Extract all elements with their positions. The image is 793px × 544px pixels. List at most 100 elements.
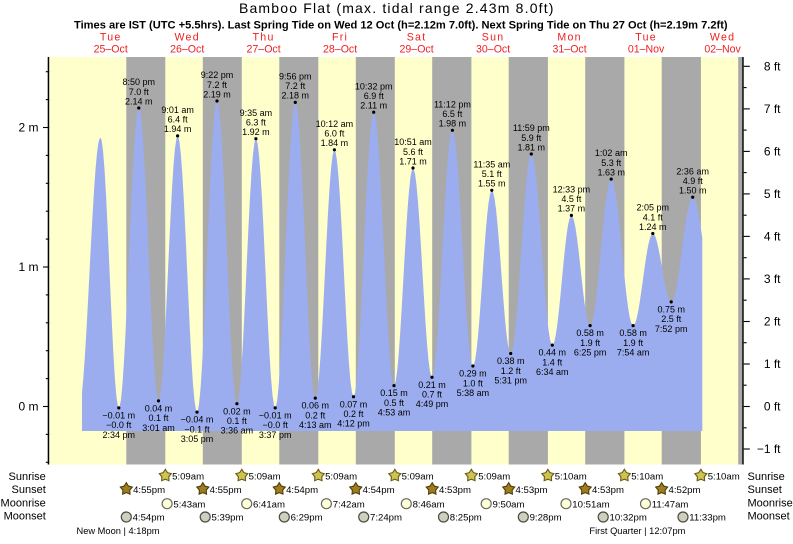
svg-text:1.9 ft: 1.9 ft <box>580 338 601 348</box>
svg-text:5:10am: 5:10am <box>708 471 740 482</box>
svg-text:5:09am: 5:09am <box>249 471 281 482</box>
svg-text:27–Oct: 27–Oct <box>247 44 281 56</box>
svg-text:31–Oct: 31–Oct <box>553 44 587 56</box>
svg-text:0.58 m: 0.58 m <box>576 328 604 338</box>
svg-text:4.1 ft: 4.1 ft <box>643 212 664 222</box>
svg-text:0.21 m: 0.21 m <box>418 380 446 390</box>
svg-text:2.14 m: 2.14 m <box>125 96 153 106</box>
svg-text:5:43am: 5:43am <box>173 499 205 510</box>
svg-text:−0.04 m: −0.04 m <box>181 415 214 425</box>
svg-text:8:46am: 8:46am <box>413 499 445 510</box>
svg-text:1.92 m: 1.92 m <box>242 127 270 137</box>
svg-text:1 m: 1 m <box>18 260 38 274</box>
svg-text:7.0 ft: 7.0 ft <box>129 87 150 97</box>
svg-text:5.1 ft: 5.1 ft <box>482 169 503 179</box>
svg-text:6:34 am: 6:34 am <box>536 367 569 377</box>
svg-text:2:05 pm: 2:05 pm <box>637 203 670 213</box>
svg-text:6:41am: 6:41am <box>253 499 285 510</box>
svg-text:4:55pm: 4:55pm <box>133 485 165 496</box>
svg-text:0.7 ft: 0.7 ft <box>422 390 443 400</box>
svg-text:2:34 pm: 2:34 pm <box>103 430 136 440</box>
svg-text:Mon: Mon <box>557 32 582 44</box>
svg-text:3:37 pm: 3:37 pm <box>259 430 292 440</box>
svg-text:2.5 ft: 2.5 ft <box>661 314 682 324</box>
svg-text:5:09am: 5:09am <box>402 471 434 482</box>
svg-text:−0.1 ft: −0.1 ft <box>184 424 210 434</box>
svg-text:1.94 m: 1.94 m <box>164 124 192 134</box>
svg-text:Fri: Fri <box>332 32 348 44</box>
svg-text:Bamboo Flat (max. tidal range: Bamboo Flat (max. tidal range 2.43m 8.0f… <box>239 0 555 16</box>
svg-text:−0.01 m: −0.01 m <box>102 411 135 421</box>
svg-text:0.07 m: 0.07 m <box>340 399 368 409</box>
svg-text:0.44 m: 0.44 m <box>539 348 567 358</box>
svg-text:9:28pm: 9:28pm <box>530 513 562 524</box>
svg-text:10:51am: 10:51am <box>572 499 609 510</box>
svg-text:11:59 pm: 11:59 pm <box>513 123 550 133</box>
svg-text:0.04 m: 0.04 m <box>145 404 173 414</box>
svg-text:2.19 m: 2.19 m <box>203 89 231 99</box>
svg-text:First Quarter | 12:07pm: First Quarter | 12:07pm <box>589 526 685 536</box>
svg-text:02–Nov: 02–Nov <box>704 44 741 56</box>
svg-text:1.2 ft: 1.2 ft <box>501 366 522 376</box>
svg-text:0.06 m: 0.06 m <box>302 401 330 411</box>
svg-text:7:42am: 7:42am <box>333 499 365 510</box>
svg-text:3 ft: 3 ft <box>764 272 781 286</box>
svg-text:2 ft: 2 ft <box>764 315 781 329</box>
svg-text:−0.01 m: −0.01 m <box>259 411 292 421</box>
svg-text:Sun: Sun <box>482 32 505 44</box>
svg-text:10:51 am: 10:51 am <box>394 137 432 147</box>
svg-text:4:54pm: 4:54pm <box>286 485 318 496</box>
svg-text:0.1 ft: 0.1 ft <box>227 416 248 426</box>
svg-text:0 m: 0 m <box>18 400 38 414</box>
svg-text:4:54pm: 4:54pm <box>363 485 395 496</box>
svg-text:5:39pm: 5:39pm <box>212 513 244 524</box>
svg-text:5:10am: 5:10am <box>555 471 587 482</box>
svg-text:2 m: 2 m <box>18 121 38 135</box>
svg-text:25–Oct: 25–Oct <box>94 44 128 56</box>
svg-text:−0.0 ft: −0.0 ft <box>263 420 289 430</box>
svg-text:−0.0 ft: −0.0 ft <box>106 420 132 430</box>
svg-text:7:52 pm: 7:52 pm <box>655 324 688 334</box>
svg-text:1.55 m: 1.55 m <box>478 179 506 189</box>
svg-text:Sunset: Sunset <box>12 484 46 496</box>
svg-text:Sunrise: Sunrise <box>9 471 46 483</box>
svg-text:0.02 m: 0.02 m <box>223 406 251 416</box>
svg-text:9:35 am: 9:35 am <box>240 108 273 118</box>
svg-text:Sunset: Sunset <box>748 484 782 496</box>
svg-text:10:32pm: 10:32pm <box>610 513 647 524</box>
svg-text:5.3 ft: 5.3 ft <box>601 158 622 168</box>
svg-text:6.9 ft: 6.9 ft <box>364 91 385 101</box>
svg-text:2.18 m: 2.18 m <box>282 91 310 101</box>
svg-text:11:33pm: 11:33pm <box>689 513 726 524</box>
svg-text:1 ft: 1 ft <box>764 357 781 371</box>
svg-text:0.5 ft: 0.5 ft <box>384 398 405 408</box>
svg-text:4:49 pm: 4:49 pm <box>416 399 449 409</box>
svg-text:2:36 am: 2:36 am <box>676 166 709 176</box>
svg-text:1.50 m: 1.50 m <box>679 186 707 196</box>
svg-text:9:50am: 9:50am <box>493 499 525 510</box>
svg-text:5.9 ft: 5.9 ft <box>521 133 542 143</box>
svg-text:Wed: Wed <box>710 32 736 44</box>
svg-text:1.4 ft: 1.4 ft <box>542 357 563 367</box>
svg-text:4.9 ft: 4.9 ft <box>683 176 704 186</box>
svg-text:5:10am: 5:10am <box>631 471 663 482</box>
svg-text:7:24pm: 7:24pm <box>370 513 402 524</box>
svg-text:Moonrise: Moonrise <box>748 497 793 509</box>
svg-text:4:53 am: 4:53 am <box>378 408 411 418</box>
svg-text:1.71 m: 1.71 m <box>399 156 427 166</box>
svg-text:1.9 ft: 1.9 ft <box>623 338 644 348</box>
svg-text:1.81 m: 1.81 m <box>518 142 546 152</box>
svg-text:3:05 pm: 3:05 pm <box>181 434 214 444</box>
svg-text:1.98 m: 1.98 m <box>439 119 467 129</box>
svg-text:9:22 pm: 9:22 pm <box>201 70 234 80</box>
svg-text:6.4 ft: 6.4 ft <box>168 115 189 125</box>
svg-text:5:09am: 5:09am <box>478 471 510 482</box>
svg-text:2.11 m: 2.11 m <box>360 101 387 111</box>
svg-text:1.84 m: 1.84 m <box>321 138 349 148</box>
svg-text:4:12 pm: 4:12 pm <box>337 419 370 429</box>
svg-text:6:29pm: 6:29pm <box>291 513 323 524</box>
svg-text:4:54pm: 4:54pm <box>133 513 165 524</box>
svg-text:Moonset: Moonset <box>4 511 46 523</box>
svg-text:11:12 pm: 11:12 pm <box>434 99 471 109</box>
svg-text:Sat: Sat <box>407 32 427 44</box>
